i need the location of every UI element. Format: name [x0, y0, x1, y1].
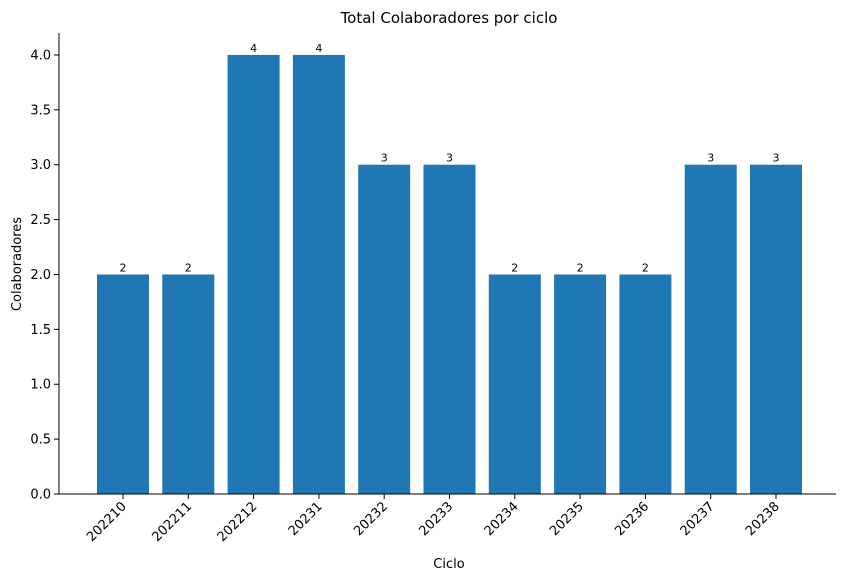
- x-tick-label: 20235: [547, 499, 587, 539]
- y-tick-label: 1.0: [30, 378, 51, 393]
- bar-value-label: 2: [577, 261, 584, 274]
- bar: [97, 274, 149, 494]
- bar-value-label: 2: [120, 261, 127, 274]
- y-axis: 0.0 0.5 1.0 1.5 2.0 2.5 3.0 3.5 4.0: [30, 33, 60, 503]
- x-tick-label: 20238: [743, 499, 783, 539]
- bar-value-label: 3: [381, 152, 388, 165]
- x-tick-label: 20237: [678, 499, 718, 539]
- bar-value-label: 2: [511, 261, 518, 274]
- bar-value-label: 4: [250, 42, 257, 55]
- bar: [684, 164, 737, 494]
- bar: [292, 54, 345, 494]
- bar: [488, 274, 541, 494]
- x-tick-label: 20232: [351, 499, 391, 539]
- bar: [423, 164, 476, 494]
- bar: [227, 54, 280, 494]
- bar-value-label: 3: [773, 152, 780, 165]
- x-tick-label: 20234: [482, 499, 522, 539]
- bar: [554, 274, 607, 494]
- x-tick-label: 202211: [149, 499, 195, 545]
- y-tick-label: 2.0: [30, 268, 51, 283]
- bar: [162, 274, 215, 494]
- x-tick-label: 20233: [416, 499, 456, 539]
- y-tick-label: 0.0: [30, 488, 51, 503]
- y-tick-label: 3.0: [30, 158, 51, 173]
- bar-value-label: 2: [185, 261, 192, 274]
- bar: [358, 164, 411, 494]
- x-tick-label: 20236: [612, 499, 652, 539]
- x-axis-label: Ciclo: [433, 557, 464, 572]
- chart-title: Total Colaboradores por ciclo: [340, 9, 558, 27]
- y-tick-label: 2.5: [30, 213, 51, 228]
- y-axis-label: Colaboradores: [10, 217, 25, 311]
- bar: [619, 274, 672, 494]
- bar-value-label: 3: [446, 152, 453, 165]
- bar: [750, 164, 802, 494]
- y-tick-label: 1.5: [30, 323, 51, 338]
- x-tick-label: 20231: [286, 499, 326, 539]
- y-tick-label: 0.5: [30, 433, 51, 448]
- x-axis: 202210 202211 202212 20231 20232 20233 20234 20…: [59, 493, 836, 545]
- bar-value-label: 2: [642, 261, 649, 274]
- y-tick-label: 3.5: [30, 103, 51, 118]
- bars-group: [97, 54, 802, 494]
- bar-value-label: 3: [707, 152, 714, 165]
- x-tick-label: 202212: [215, 499, 261, 545]
- x-tick-label: 202210: [84, 499, 130, 545]
- bar-labels-group: 2 2 4 4 3 3 2 2 2 3 3: [120, 42, 780, 275]
- y-tick-label: 4.0: [30, 48, 51, 63]
- bar-value-label: 4: [315, 42, 322, 55]
